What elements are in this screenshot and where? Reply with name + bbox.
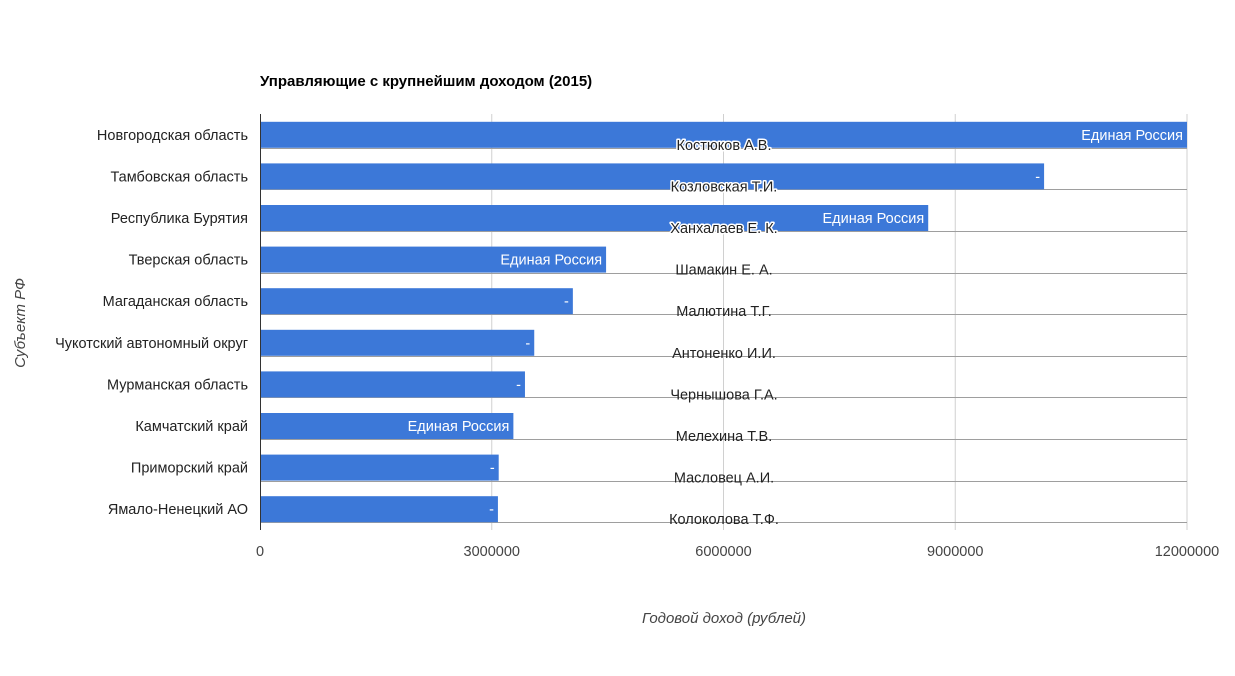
x-axis-title: Годовой доход (рублей) (642, 610, 806, 627)
bar-name-label: Костюков А.В. (677, 138, 772, 154)
y-axis-title: Субъект РФ (12, 278, 29, 368)
grid-lines (260, 114, 1188, 530)
bar (260, 329, 535, 356)
bar-party-label: - (525, 336, 530, 352)
bar (260, 288, 573, 315)
bar (260, 121, 1187, 148)
category-label: Мурманская область (107, 377, 248, 393)
category-label: Новгородская область (97, 128, 248, 144)
category-label: Тамбовская область (110, 169, 248, 185)
category-labels: Новгородская область Тамбовская область Ре… (55, 128, 248, 518)
category-label: Ямало-Ненецкий АО (108, 502, 248, 518)
bar-party-label: Единая Россия (500, 253, 602, 269)
bar (260, 163, 1045, 190)
bar-party-label: Единая Россия (1081, 128, 1183, 144)
bar (260, 371, 525, 398)
bar-name-label: Антоненко И.И. (672, 346, 776, 362)
category-label: Приморский край (131, 461, 248, 477)
x-tick-label: 9000000 (927, 544, 983, 560)
x-tick-label: 12000000 (1155, 544, 1220, 560)
bar (260, 496, 498, 523)
bar (260, 454, 499, 481)
bar-name-label: Ханхалаев Е. К. (670, 221, 777, 237)
x-tick-label: 0 (256, 544, 264, 560)
bar-name-label: Козловская Т.И. (671, 179, 778, 195)
bar-party-label: Единая Россия (408, 419, 510, 435)
category-label: Магаданская область (103, 294, 248, 310)
x-tick-labels: 0 3000000 6000000 9000000 12000000 (256, 544, 1219, 560)
bar-name-label: Колоколова Т.Ф. (669, 512, 779, 528)
chart-title: Управляющие с крупнейшим доходом (2015) (260, 73, 592, 90)
bar-name-label: Малютина Т.Г. (676, 304, 772, 320)
bar-party-label: Единая Россия (822, 211, 924, 227)
x-tick-label: 6000000 (695, 544, 751, 560)
x-tick-label: 3000000 (464, 544, 520, 560)
bar-name-label: Масловец А.И. (674, 471, 774, 487)
category-label: Республика Бурятия (111, 211, 248, 227)
bar-party-label: - (516, 377, 521, 393)
bar-party-label: - (490, 461, 495, 477)
bar (260, 205, 929, 231)
bars: Единая Россия Костюков А.В. - Козловская Т.… (260, 121, 1187, 528)
bar-name-label: Чернышова Г.А. (670, 387, 777, 403)
category-label: Камчатский край (135, 419, 248, 435)
bar-name-label: Мелехина Т.В. (676, 429, 772, 445)
category-label: Чукотский автономный округ (55, 336, 248, 352)
bar (260, 246, 607, 273)
bar-name-label: Шамакин Е. А. (675, 263, 772, 279)
bar (260, 413, 514, 439)
bar-party-label: - (1035, 169, 1040, 185)
bar-party-label: - (489, 502, 494, 518)
category-label: Тверская область (129, 253, 248, 269)
bar-party-label: - (564, 294, 569, 310)
